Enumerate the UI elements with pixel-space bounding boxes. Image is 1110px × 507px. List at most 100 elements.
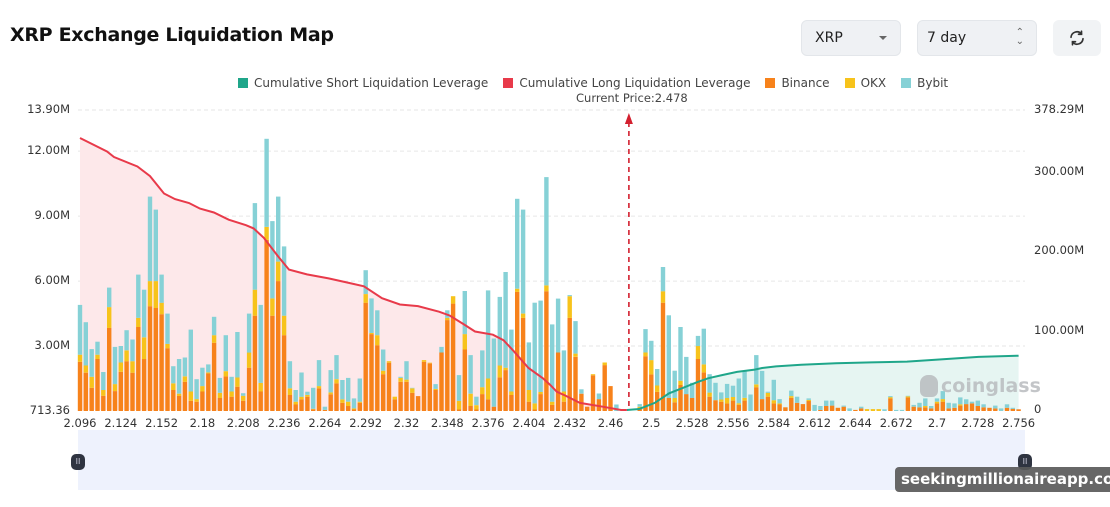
bar-okx <box>462 334 467 350</box>
bar-bybit <box>882 409 887 411</box>
bar-binance <box>1016 409 1021 411</box>
bar-bybit <box>235 332 240 378</box>
bar-bybit <box>357 378 362 402</box>
bar-bybit <box>684 356 689 395</box>
bar-okx <box>287 388 293 395</box>
legend-item-bybit[interactable]: Bybit <box>901 76 948 90</box>
bar-okx <box>334 379 339 384</box>
bar-bybit <box>188 329 193 392</box>
bar-binance <box>281 335 287 411</box>
bar-bybit <box>940 391 945 400</box>
bar-bybit <box>363 270 368 294</box>
slider-handle-left[interactable]: II <box>71 454 85 470</box>
bar-binance <box>107 327 112 411</box>
bar-binance <box>176 395 182 411</box>
bar-okx <box>509 391 514 395</box>
bar-okx <box>305 395 310 397</box>
bar-bybit <box>77 304 83 355</box>
bar-bybit <box>789 390 794 396</box>
legend-item-long-cumulative[interactable]: Cumulative Long Liquidation Leverage <box>503 76 750 90</box>
bar-okx <box>532 403 537 410</box>
bar-bybit <box>258 304 263 383</box>
coin-select[interactable]: XRP <box>801 20 901 56</box>
bar-binance <box>853 409 858 411</box>
bar-okx <box>89 376 94 388</box>
bar-bybit <box>305 391 310 395</box>
bar-bybit <box>147 196 153 282</box>
bar-okx <box>340 399 345 403</box>
bar-okx <box>678 380 683 385</box>
bar-binance <box>719 401 724 411</box>
bar-okx <box>695 346 701 359</box>
bar-bybit <box>270 221 275 299</box>
bar-bybit <box>812 404 817 411</box>
bar-okx <box>940 399 945 402</box>
bar-bybit <box>509 329 514 392</box>
legend-item-okx[interactable]: OKX <box>844 76 886 90</box>
bar-okx <box>515 288 520 292</box>
bar-binance <box>311 409 316 411</box>
bar-okx <box>427 362 432 364</box>
time-range-select[interactable]: 7 day ⌃ ⌄ <box>917 20 1037 56</box>
bar-okx <box>777 403 782 405</box>
bar-bybit <box>83 322 88 366</box>
bar-okx <box>299 396 304 400</box>
bar-bybit <box>375 310 380 336</box>
legend-swatch <box>238 78 248 88</box>
bar-okx <box>369 333 374 335</box>
bar-binance <box>538 394 543 411</box>
bar-binance <box>200 391 205 411</box>
bar-bybit <box>666 315 671 398</box>
bar-binance <box>375 345 380 411</box>
y-right-tick-label: 300.00M <box>1034 164 1085 179</box>
bar-binance <box>929 408 934 411</box>
bar-bybit <box>293 390 298 402</box>
bar-bybit <box>328 370 333 393</box>
refresh-button[interactable] <box>1053 20 1101 56</box>
x-tick-label: 2.348 <box>430 416 464 430</box>
bar-bybit <box>818 406 823 410</box>
bar-okx <box>480 387 485 395</box>
up-down-chevron-icon: ⌃ ⌄ <box>1015 27 1024 47</box>
bar-bybit <box>176 359 182 394</box>
bar-binance <box>165 348 170 411</box>
bar-okx <box>141 337 147 360</box>
site-watermark: seekingmillionaireapp.com <box>895 467 1110 492</box>
bar-okx <box>188 391 193 401</box>
bar-bybit <box>124 330 129 351</box>
bar-bybit <box>112 346 118 385</box>
bar-okx <box>159 302 164 315</box>
bar-binance <box>806 401 811 411</box>
bar-binance <box>497 377 502 411</box>
legend-item-short-cumulative[interactable]: Cumulative Short Liquidation Leverage <box>238 76 488 90</box>
bar-binance <box>264 239 269 411</box>
bar-binance <box>421 361 427 411</box>
data-zoom-slider[interactable] <box>78 430 1025 490</box>
bar-bybit <box>200 367 205 387</box>
bar-okx <box>870 409 876 411</box>
bar-binance <box>923 407 928 411</box>
x-tick-label: 2.556 <box>716 416 750 430</box>
bar-bybit <box>346 377 351 402</box>
bar-bybit <box>468 355 473 394</box>
bar-binance <box>351 409 357 411</box>
bar-binance <box>83 372 88 411</box>
bar-binance <box>958 405 963 411</box>
slider-handle-right[interactable]: II <box>1018 454 1032 470</box>
bar-binance <box>777 404 782 411</box>
legend-item-binance[interactable]: Binance <box>765 76 830 90</box>
bar-bybit <box>89 349 94 377</box>
bar-bybit <box>771 379 776 401</box>
x-tick-label: 2.264 <box>308 416 342 430</box>
bar-binance <box>678 385 683 411</box>
bar-bybit <box>497 296 502 366</box>
bar-binance <box>666 398 671 411</box>
short-cumulative-area <box>626 355 1019 410</box>
bar-binance <box>818 409 823 411</box>
bar-binance <box>859 408 864 411</box>
bar-bybit <box>404 361 409 380</box>
legend-label: Binance <box>781 76 830 90</box>
legend-swatch <box>844 78 855 88</box>
bar-bybit <box>824 400 829 406</box>
bar-bybit <box>118 346 123 363</box>
